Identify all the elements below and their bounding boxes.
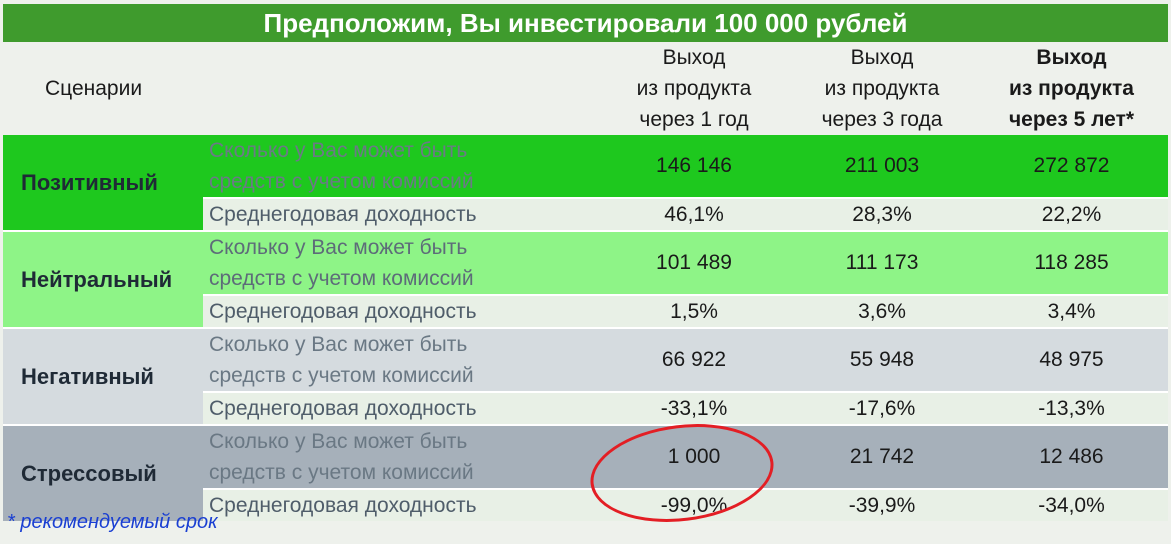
scenario-name: Позитивный (3, 135, 203, 231)
header-year5-line1: Выход (1036, 46, 1107, 69)
header-row: Сценарии Выход из продукта через 1 год В… (3, 42, 1168, 135)
header-year3-line1: Выход (850, 46, 914, 69)
yield-value: -17,6% (789, 391, 975, 425)
amount-value: 21 742 (789, 424, 975, 489)
yield-value: 22,2% (975, 197, 1168, 231)
amount-label-line2: средств с учетом комиссий (209, 461, 474, 484)
table-row: Позитивный Сколько у Вас может быть средс… (3, 135, 1168, 231)
yield-value: 1,5% (599, 294, 789, 328)
table-row: Среднегодовая доходность -99,0% -39,9% -… (3, 488, 1168, 521)
scenario-table-container: Предположим, Вы инвестировали 100 000 ру… (3, 0, 1168, 521)
amount-label: Сколько у Вас может быть средств с учетом… (203, 135, 599, 198)
amount-label: Сколько у Вас может быть средств с учетом… (203, 327, 599, 392)
table-row: Нейтральный Сколько у Вас может быть сред… (3, 230, 1168, 328)
amount-value: 1 000 (599, 424, 789, 489)
header-year1-line3: через 1 год (639, 108, 749, 131)
yield-value: 3,4% (975, 294, 1168, 328)
header-year3-line2: из продукта (824, 77, 940, 100)
header-year3: Выход из продукта через 3 года (789, 42, 975, 135)
header-year1: Выход из продукта через 1 год (599, 42, 789, 135)
header-year5-line3: через 5 лет* (1008, 108, 1135, 131)
table-row: Негативный Сколько у Вас может быть средс… (3, 327, 1168, 425)
table-row: Среднегодовая доходность 46,1% 28,3% 22,… (3, 197, 1168, 231)
footnote: * рекомендуемый срок (7, 511, 218, 533)
amount-label-line1: Сколько у Вас может быть (209, 236, 468, 259)
yield-value: -99,0% (599, 488, 789, 521)
amount-value: 101 489 (599, 230, 789, 295)
table-title: Предположим, Вы инвестировали 100 000 ру… (3, 4, 1168, 42)
amount-label-line1: Сколько у Вас может быть (209, 139, 468, 162)
yield-value: 46,1% (599, 197, 789, 231)
header-year1-line2: из продукта (636, 77, 752, 100)
header-year1-line1: Выход (662, 46, 726, 69)
yield-label: Среднегодовая доходность (203, 294, 599, 328)
yield-value: -34,0% (975, 488, 1168, 521)
header-year3-line3: через 3 года (821, 108, 943, 131)
amount-label: Сколько у Вас может быть средств с учетом… (203, 230, 599, 295)
header-year5: Выход из продукта через 5 лет* (975, 42, 1168, 135)
amount-value: 118 285 (975, 230, 1168, 295)
table-row: Среднегодовая доходность -33,1% -17,6% -… (3, 391, 1168, 425)
scenario-name: Негативный (3, 327, 203, 425)
yield-value: -39,9% (789, 488, 975, 521)
header-scenarios: Сценарии (3, 42, 599, 135)
amount-label-line1: Сколько у Вас может быть (209, 333, 468, 356)
amount-label-line2: средств с учетом комиссий (209, 170, 474, 193)
amount-value: 272 872 (975, 135, 1168, 198)
yield-label: Среднегодовая доходность (203, 488, 599, 521)
yield-label: Среднегодовая доходность (203, 197, 599, 231)
yield-label: Среднегодовая доходность (203, 391, 599, 425)
amount-value: 146 146 (599, 135, 789, 198)
table-row: Стрессовый Сколько у Вас может быть средс… (3, 424, 1168, 521)
yield-value: -13,3% (975, 391, 1168, 425)
yield-value: 3,6% (789, 294, 975, 328)
amount-value: 66 922 (599, 327, 789, 392)
yield-value: 28,3% (789, 197, 975, 231)
amount-label-line2: средств с учетом комиссий (209, 364, 474, 387)
amount-value: 111 173 (789, 230, 975, 295)
amount-value: 12 486 (975, 424, 1168, 489)
yield-value: -33,1% (599, 391, 789, 425)
amount-value: 55 948 (789, 327, 975, 392)
amount-label-line1: Сколько у Вас может быть (209, 430, 468, 453)
amount-value: 211 003 (789, 135, 975, 198)
amount-value: 48 975 (975, 327, 1168, 392)
scenario-name: Нейтральный (3, 230, 203, 328)
header-year5-line2: из продукта (1009, 77, 1134, 100)
scenario-table: Сценарии Выход из продукта через 1 год В… (3, 42, 1168, 521)
amount-label-line2: средств с учетом комиссий (209, 267, 474, 290)
table-row: Среднегодовая доходность 1,5% 3,6% 3,4% (3, 294, 1168, 328)
amount-label: Сколько у Вас может быть средств с учетом… (203, 424, 599, 489)
scenario-name: Стрессовый (3, 424, 203, 521)
